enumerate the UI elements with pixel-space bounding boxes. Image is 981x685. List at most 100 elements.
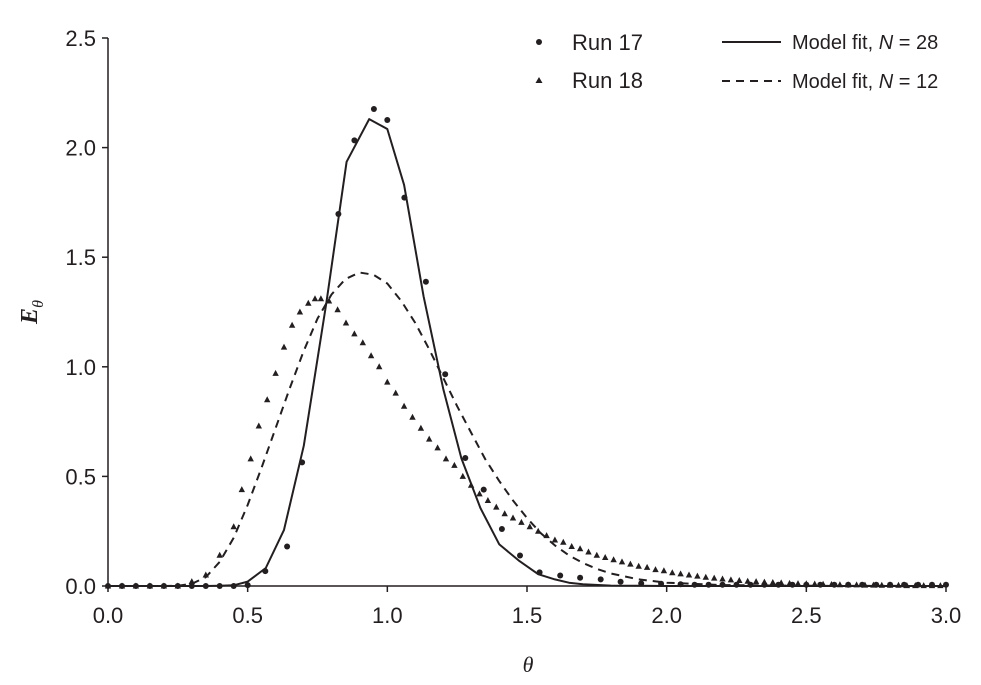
data-point bbox=[602, 554, 609, 560]
data-point bbox=[351, 137, 358, 144]
data-point bbox=[384, 117, 391, 123]
axes: 0.0 0.5 1.0 1.5 2.0 2.5 3.0 0.0 0.5 1.0 1.5 2.0 2.5 bbox=[65, 26, 961, 628]
data-point bbox=[334, 306, 341, 313]
series-2 bbox=[108, 118, 946, 587]
legend-marker-run18 bbox=[535, 77, 543, 83]
data-point bbox=[255, 422, 262, 429]
data-point bbox=[617, 578, 624, 585]
data-point bbox=[384, 378, 391, 385]
data-point bbox=[803, 580, 810, 587]
data-point bbox=[417, 424, 425, 431]
data-point bbox=[694, 572, 701, 579]
data-point bbox=[711, 574, 718, 581]
series-0 bbox=[105, 106, 949, 589]
data-point bbox=[392, 389, 399, 396]
data-point bbox=[660, 567, 668, 574]
data-point bbox=[480, 486, 487, 493]
data-point bbox=[247, 455, 254, 462]
data-point bbox=[367, 352, 375, 359]
data-point bbox=[376, 363, 383, 370]
y-tick-label: 1.5 bbox=[65, 245, 96, 270]
series-layer bbox=[104, 106, 949, 589]
data-point bbox=[442, 371, 449, 378]
y-tick-label: 2.0 bbox=[65, 136, 96, 161]
data-point bbox=[568, 543, 575, 549]
data-point bbox=[786, 579, 793, 586]
data-point bbox=[794, 580, 802, 587]
data-point bbox=[272, 369, 279, 376]
data-point bbox=[359, 339, 366, 346]
data-point bbox=[501, 510, 508, 517]
data-point bbox=[498, 526, 505, 532]
data-point bbox=[244, 582, 251, 589]
data-point bbox=[577, 574, 584, 581]
data-point bbox=[451, 461, 458, 468]
x-tick-label: 1.0 bbox=[372, 603, 403, 628]
data-point bbox=[284, 543, 291, 550]
data-point bbox=[618, 558, 626, 565]
data-point bbox=[635, 562, 642, 569]
data-point bbox=[677, 570, 684, 577]
x-tick-label: 2.5 bbox=[791, 603, 822, 628]
series-line bbox=[108, 118, 946, 587]
data-point bbox=[752, 578, 760, 585]
data-point bbox=[280, 343, 288, 350]
data-point bbox=[769, 579, 776, 585]
legend-fit28-suffix: = 28 bbox=[893, 32, 938, 54]
data-point bbox=[434, 444, 441, 451]
data-point bbox=[230, 523, 237, 530]
x-axis-title: θ bbox=[523, 652, 534, 677]
x-tick-label: 0.0 bbox=[93, 603, 124, 628]
data-point bbox=[317, 295, 325, 302]
data-point bbox=[557, 572, 564, 579]
data-point bbox=[610, 556, 617, 563]
y-tick-label: 0.5 bbox=[65, 464, 96, 489]
x-tick-label: 2.0 bbox=[651, 603, 682, 628]
data-point bbox=[342, 319, 350, 326]
legend-label-fit28: Model fit, N = 28 bbox=[792, 32, 938, 54]
data-point bbox=[351, 330, 358, 337]
legend-label-fit12: Model fit, N = 12 bbox=[792, 71, 938, 93]
data-point bbox=[643, 563, 651, 570]
data-point bbox=[409, 413, 416, 420]
legend-fit28-prefix: Model fit, bbox=[792, 32, 879, 54]
x-tick-label: 3.0 bbox=[931, 603, 962, 628]
data-point bbox=[493, 503, 500, 510]
data-point bbox=[778, 579, 785, 586]
y-tick-label: 1.0 bbox=[65, 355, 96, 380]
data-point bbox=[442, 455, 450, 462]
data-point bbox=[744, 577, 751, 584]
data-point bbox=[400, 402, 408, 409]
data-point bbox=[669, 569, 676, 576]
data-point bbox=[576, 545, 584, 552]
y-axis-title-main: E bbox=[17, 308, 43, 325]
data-point bbox=[462, 455, 469, 461]
y-tick-label: 2.5 bbox=[65, 26, 96, 51]
data-point bbox=[288, 321, 296, 328]
data-point bbox=[264, 396, 271, 403]
data-point bbox=[517, 552, 523, 559]
x-tick-label: 0.5 bbox=[232, 603, 263, 628]
data-point bbox=[422, 278, 429, 285]
data-point bbox=[526, 523, 533, 530]
legend-fit12-prefix: Model fit, bbox=[792, 71, 879, 93]
data-point bbox=[627, 560, 634, 567]
data-point bbox=[551, 536, 559, 543]
legend-label-run18: Run 18 bbox=[572, 68, 643, 93]
y-axis-title-sub: θ bbox=[30, 300, 47, 308]
data-point bbox=[518, 518, 525, 525]
y-axis-title: Eθ bbox=[17, 300, 47, 325]
data-point bbox=[593, 551, 600, 558]
data-point bbox=[509, 514, 517, 521]
data-point bbox=[585, 548, 592, 555]
legend-fit12-suffix: = 12 bbox=[893, 71, 938, 93]
x-tick-label: 1.5 bbox=[512, 603, 543, 628]
data-point bbox=[484, 497, 492, 503]
data-point bbox=[719, 575, 726, 582]
data-point bbox=[426, 435, 433, 442]
legend-fit12-n: N bbox=[879, 71, 894, 93]
data-point bbox=[311, 295, 319, 302]
legend-marker-run17 bbox=[536, 39, 542, 45]
data-point bbox=[370, 106, 377, 112]
